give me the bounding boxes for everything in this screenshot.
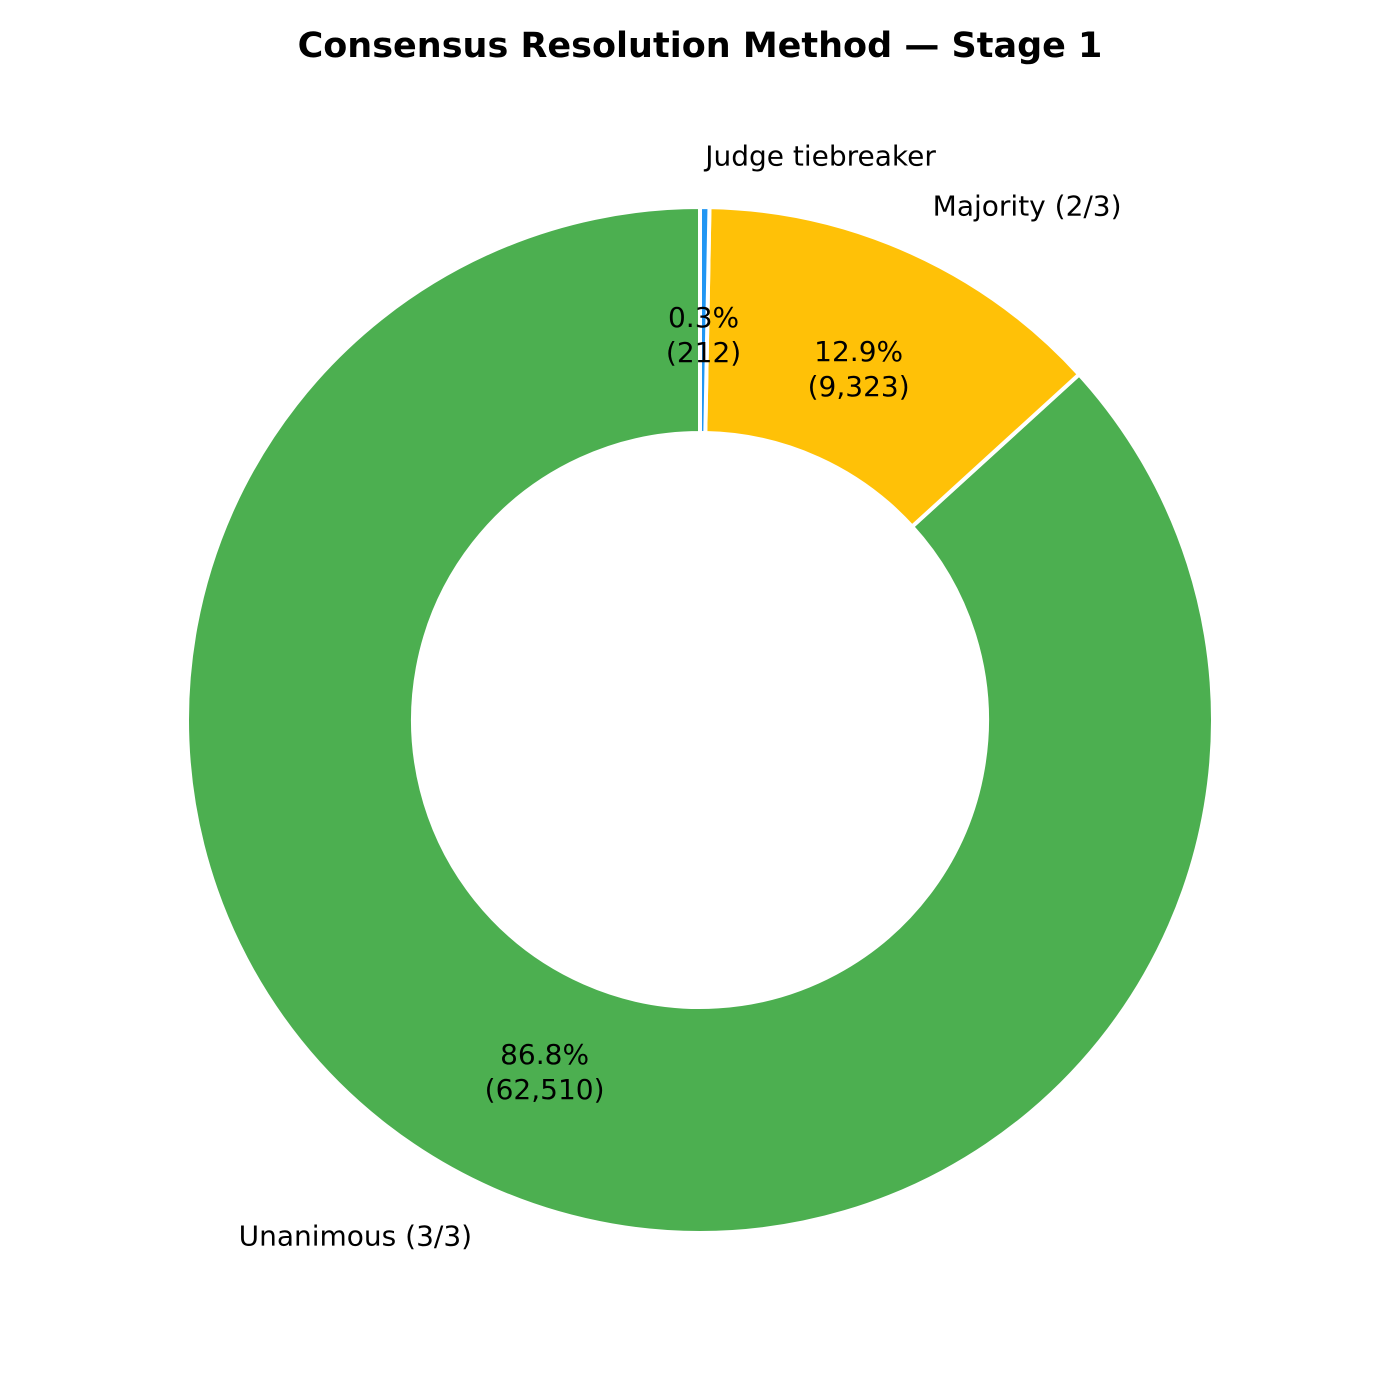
slice-judge-tiebreaker (698, 205, 712, 436)
slice-unanimous (185, 205, 1215, 1235)
pct-count: (62,510) (484, 1072, 605, 1106)
slice-pct-majority: 12.9% (9,323) (808, 334, 910, 404)
pct-count: (9,323) (807, 370, 910, 404)
pct-value: 86.8% (500, 1037, 590, 1071)
slice-pct-judge-tiebreaker: 0.3% (212) (666, 300, 741, 370)
slice-label-unanimous: Unanimous (3/3) (238, 1219, 473, 1253)
slice-label-majority: Majority (2/3) (932, 189, 1122, 223)
slice-majority (703, 205, 1082, 529)
chart-title: Consensus Resolution Method — Stage 1 (297, 26, 1103, 66)
slice-label-judge-tiebreaker: Judge tiebreaker (705, 139, 936, 173)
pct-count: (212) (665, 336, 742, 370)
pct-value: 0.3% (667, 301, 740, 335)
pct-value: 12.9% (814, 335, 904, 369)
slice-pct-unanimous: 86.8% (62,510) (485, 1037, 605, 1107)
